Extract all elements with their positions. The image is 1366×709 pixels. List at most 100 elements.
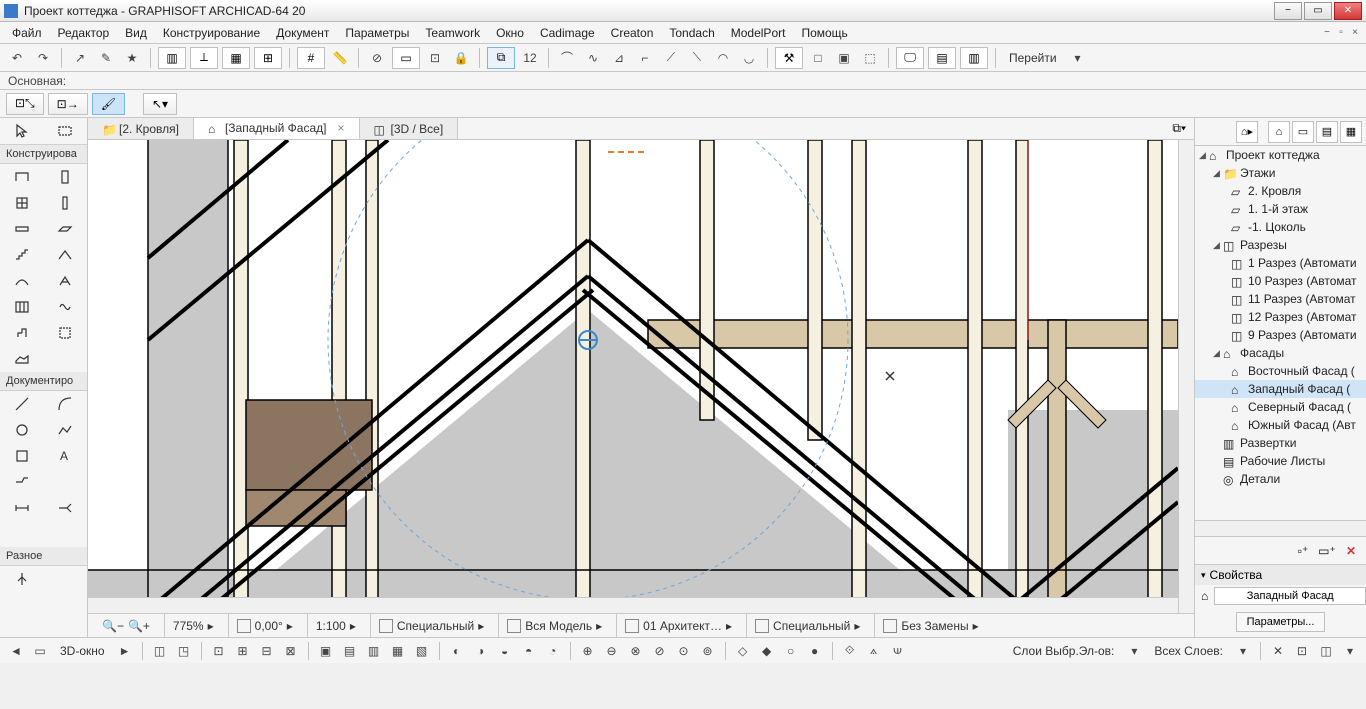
menu-design[interactable]: Конструирование [155,24,268,42]
end2-button[interactable]: ⊡ [1292,641,1312,661]
pick-button[interactable]: ↗ [69,47,91,69]
navigator-tree[interactable]: ◢⌂Проект коттеджа ◢📁Этажи ▱2. Кровля ▱1.… [1195,146,1366,520]
menu-modelport[interactable]: ModelPort [723,24,794,42]
door-tool[interactable] [44,164,88,190]
tree-elevation-item[interactable]: ⌂Западный Фасад ( [1195,380,1366,398]
all-layer-btn[interactable]: ▾ [1233,641,1253,661]
mdi-minimize-button[interactable]: − [1320,26,1334,40]
tool5-button[interactable]: ◔ [543,641,563,661]
menu-teamwork[interactable]: Teamwork [417,24,488,42]
tool1-button[interactable]: ◐ [447,641,467,661]
undo-button[interactable]: ↶ [6,47,28,69]
disp4-button[interactable]: ▦ [388,641,408,661]
spline-tool[interactable] [0,566,44,592]
maximize-button[interactable]: ▭ [1304,2,1332,20]
hotspot-tool[interactable] [44,469,88,495]
extra5-button[interactable]: ⊙ [674,641,694,661]
view2-dropdown[interactable]: ▤ [928,47,956,69]
tree-story-item[interactable]: ▱2. Кровля [1195,182,1366,200]
object-tool[interactable] [0,320,44,346]
menu-tondach[interactable]: Tondach [661,24,722,42]
view-axo-button[interactable]: ◳ [174,641,194,661]
circle-tool[interactable] [0,417,44,443]
zoom-value[interactable]: 775% [173,619,204,633]
delete-button[interactable]: ✕ [1342,542,1360,560]
disp1-button[interactable]: ▣ [316,641,336,661]
mdi-restore-button[interactable]: ▫ [1334,26,1348,40]
line-tool[interactable] [0,391,44,417]
reno3-button[interactable]: ⬚ [859,47,881,69]
angle-value[interactable]: 0,00° [255,619,283,633]
properties-header[interactable]: ▾Свойства [1195,565,1366,585]
tree-details[interactable]: ◎Детали [1195,470,1366,488]
model-value[interactable]: Вся Модель [525,619,592,633]
curve7-button[interactable]: ◠ [712,47,734,69]
menu-creaton[interactable]: Creaton [603,24,662,42]
nav-publisher-button[interactable]: ▤ [1316,121,1338,143]
trace-toggle-icon[interactable]: ⧉▾ [1164,118,1194,139]
mesh-tool[interactable] [0,346,44,372]
tree-section-item[interactable]: ◫10 Разрез (Автомат [1195,272,1366,290]
tree-elevation-item[interactable]: ⌂Южный Фасад (Авт [1195,416,1366,434]
layer-value[interactable]: 01 Архитект… [643,619,722,633]
curve3-button[interactable]: ⊿ [608,47,630,69]
replace-value[interactable]: Без Замены [901,619,968,633]
menu-window[interactable]: Окно [488,24,532,42]
align3-button[interactable]: ⟒ [888,641,908,661]
sel-layer-btn[interactable]: ▾ [1124,641,1144,661]
nav-project-button[interactable]: ⌂▸ [1236,121,1258,143]
3d-window-label[interactable]: 3D-окно [54,644,111,658]
text-tool[interactable]: A [44,443,88,469]
tool2-button[interactable]: ◑ [471,641,491,661]
dim-value[interactable]: Специальный [773,619,850,633]
marquee-single-button[interactable]: ⊡→ [48,93,88,115]
snap-dropdown[interactable]: ⟂ [190,47,218,69]
polyline-tool[interactable] [44,417,88,443]
camera-tool[interactable] [44,566,88,592]
elevation-tool[interactable] [44,521,88,547]
nav-prev-button[interactable]: ◄ [6,641,26,661]
edit1-button[interactable]: ⊡ [209,641,229,661]
window-tool[interactable] [0,190,44,216]
level-tool[interactable] [44,495,88,521]
menu-help[interactable]: Помощь [793,24,855,42]
tree-elevation-item[interactable]: ⌂Северный Фасад ( [1195,398,1366,416]
go-dropdown-icon[interactable]: ▾ [1067,47,1089,69]
nav-view-map-button[interactable]: ⌂ [1268,121,1290,143]
reno2-button[interactable]: ▣ [833,47,855,69]
morph-tool[interactable] [44,294,88,320]
skylight-tool[interactable] [44,268,88,294]
inject-button[interactable]: ✎ [95,47,117,69]
beam-tool[interactable] [0,216,44,242]
ungroup-button[interactable]: ⊡ [424,47,446,69]
extra4-button[interactable]: ⊘ [650,641,670,661]
gridsnap-dropdown[interactable]: # [297,47,325,69]
fill-tool[interactable] [0,443,44,469]
tree-section-item[interactable]: ◫11 Разрез (Автомат [1195,290,1366,308]
suspend-button[interactable]: ⊘ [366,47,388,69]
new-folder-button[interactable]: ▭⁺ [1318,542,1336,560]
mark1-button[interactable]: ◇ [733,641,753,661]
wall-tool[interactable] [0,164,44,190]
extra1-button[interactable]: ⊕ [578,641,598,661]
view-tab-roof[interactable]: 📁 [2. Кровля] [88,118,194,139]
tool3-button[interactable]: ◒ [495,641,515,661]
tab-close-button[interactable]: × [337,121,344,135]
favorite-button[interactable]: ★ [121,47,143,69]
zoom-in-icon[interactable]: 🔍+ [128,619,150,633]
tree-story-item[interactable]: ▱-1. Цоколь [1195,218,1366,236]
end1-button[interactable]: ✕ [1268,641,1288,661]
reno-dropdown[interactable]: ⚒ [775,47,803,69]
curve6-button[interactable]: ⟍ [686,47,708,69]
extra6-button[interactable]: ⊚ [698,641,718,661]
mark2-button[interactable]: ◆ [757,641,777,661]
redo-button[interactable]: ↷ [32,47,54,69]
menu-document[interactable]: Документ [268,24,337,42]
end3-button[interactable]: ◫ [1316,641,1336,661]
mdi-close-button[interactable]: × [1348,26,1362,40]
lamp-tool[interactable] [44,346,88,372]
measure-button[interactable]: 📏 [329,47,351,69]
disp3-button[interactable]: ▥ [364,641,384,661]
slab-tool[interactable] [44,216,88,242]
trace-color-button[interactable]: 🖌 [92,93,125,115]
